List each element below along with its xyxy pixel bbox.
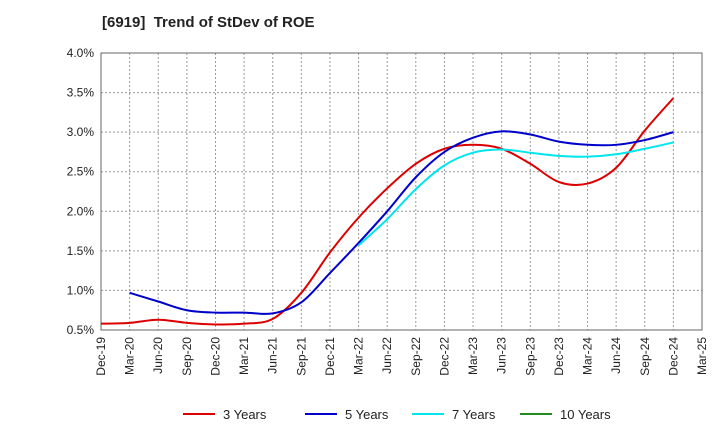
x-tick-label: Jun-22 <box>380 337 394 374</box>
y-tick-label: 2.0% <box>67 204 95 218</box>
y-tick-label: 1.0% <box>67 283 95 297</box>
x-tick-label: Mar-24 <box>581 337 595 375</box>
legend-label: 7 Years <box>452 407 496 422</box>
x-tick-label: Sep-21 <box>294 337 308 376</box>
y-tick-label: 3.0% <box>67 125 95 139</box>
y-tick-label: 2.5% <box>67 165 95 179</box>
x-tick-label: Jun-24 <box>609 337 623 374</box>
x-tick-label: Jun-20 <box>151 337 165 374</box>
x-tick-label: Jun-23 <box>495 337 509 374</box>
x-tick-label: Mar-20 <box>123 337 137 375</box>
x-tick-label: Mar-23 <box>466 337 480 375</box>
grid <box>101 53 702 330</box>
x-tick-label: Sep-20 <box>180 337 194 376</box>
y-tick-label: 0.5% <box>67 323 95 337</box>
y-tick-label: 1.5% <box>67 244 95 258</box>
x-tick-label: Dec-21 <box>323 337 337 376</box>
series-line-5-years <box>129 130 674 315</box>
series-lines <box>100 97 675 326</box>
x-tick-label: Sep-23 <box>523 337 537 376</box>
chart-title: [6919] Trend of StDev of ROE <box>102 14 315 31</box>
legend: 3 Years 5 Years 7 Years 10 Years <box>183 407 611 422</box>
series-line-3-years <box>100 97 675 326</box>
legend-label: 5 Years <box>345 407 389 422</box>
x-tick-label: Dec-19 <box>94 337 108 376</box>
x-tick-label: Mar-21 <box>237 337 251 375</box>
y-axis: 4.0% 3.5% 3.0% 2.5% 2.0% 1.5% 1.0% 0.5% <box>67 46 95 337</box>
x-tick-label: Mar-22 <box>352 337 366 375</box>
x-tick-label: Sep-24 <box>638 337 652 376</box>
y-tick-label: 3.5% <box>67 86 95 100</box>
x-tick-label: Dec-23 <box>552 337 566 376</box>
x-axis: Dec-19 Mar-20 Jun-20 Sep-20 Dec-20 Mar-21 Jun-… <box>94 337 709 376</box>
plot-frame <box>100 52 703 331</box>
series-line-7-years <box>357 141 674 247</box>
x-tick-label: Dec-22 <box>437 337 451 376</box>
legend-label: 10 Years <box>560 407 611 422</box>
x-tick-label: Dec-20 <box>208 337 222 376</box>
x-tick-label: Dec-24 <box>666 337 680 376</box>
legend-label: 3 Years <box>223 407 267 422</box>
x-tick-label: Sep-22 <box>409 337 423 376</box>
x-tick-label: Mar-25 <box>695 337 709 375</box>
x-tick-label: Jun-21 <box>266 337 280 374</box>
y-tick-label: 4.0% <box>67 46 95 60</box>
